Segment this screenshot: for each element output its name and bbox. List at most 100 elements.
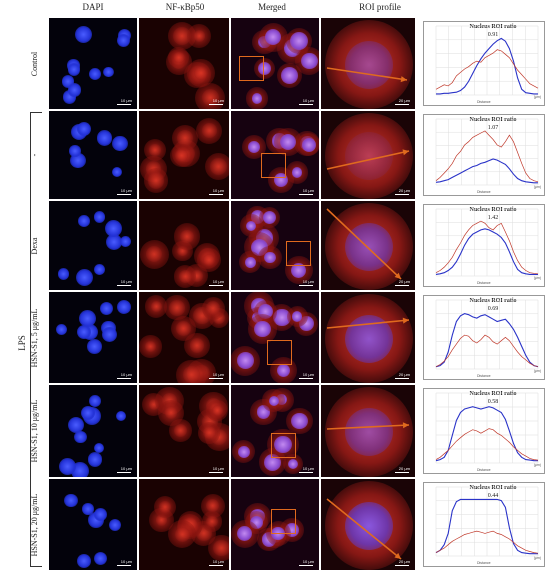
nucleus [272, 308, 291, 327]
scale-bar-label: 20 μm [398, 372, 410, 377]
nfkb-image: 10 μm [138, 200, 230, 291]
ratio-value: 0.58 [487, 399, 499, 405]
scale-bar-label: 20 μm [398, 98, 410, 103]
nucleus [101, 326, 117, 343]
scale-bar [209, 378, 223, 379]
nucleus [78, 215, 90, 227]
scale-bar-label: 10 μm [302, 188, 314, 193]
nucleus [76, 324, 91, 339]
nucleus [180, 230, 194, 244]
dapi-image: 10 μm [48, 200, 138, 291]
nucleus [193, 65, 208, 80]
scale-bar-label: 10 μm [120, 466, 132, 471]
nucleus [244, 256, 256, 268]
x-axis-unit: (μm) [533, 185, 541, 189]
nucleus [262, 210, 277, 224]
scale-bar [117, 104, 131, 105]
nucleus [291, 262, 307, 278]
ratio-value: 0.69 [487, 306, 499, 312]
nfkb-intensity-line [435, 49, 539, 90]
nucleus [155, 514, 168, 527]
nucleus [210, 157, 227, 175]
nfkb-image: 10 μm [138, 384, 230, 478]
nucleus [79, 309, 97, 327]
row-label: HSN-S1, 20 μg/mL [30, 493, 39, 556]
nfkb-image: 10 μm [138, 478, 230, 571]
nucleus [176, 321, 192, 337]
scale-bar [395, 378, 409, 379]
row-label: Control [30, 51, 39, 76]
scale-bar-label: 20 μm [398, 466, 410, 471]
scale-bar-label: 10 μm [120, 372, 132, 377]
profile-plot [435, 208, 539, 277]
nucleus [173, 51, 185, 64]
roi-profile-chart: Nucleus ROI ratio 0.44 Distance (μm) [423, 482, 545, 567]
x-axis-unit: (μm) [533, 556, 541, 560]
scale-bar [209, 565, 223, 566]
nucleus [206, 499, 220, 513]
row-label: HSN-S1, 5 μg/mL [30, 308, 39, 367]
nucleus [77, 554, 91, 568]
scale-bar [395, 285, 409, 286]
scale-bar-label: 20 μm [398, 279, 410, 284]
merged-image: 10 μm [230, 478, 320, 571]
nucleus [94, 263, 106, 275]
scale-bar [117, 472, 131, 473]
nucleus [173, 423, 188, 438]
scale-bar [117, 565, 131, 566]
nucleus [93, 442, 105, 454]
scale-bar-label: 20 μm [398, 559, 410, 564]
scale-bar [209, 285, 223, 286]
nfkb-intensity-line [435, 130, 539, 183]
nucleus [55, 324, 67, 336]
roi-nucleus [345, 501, 393, 550]
x-axis-unit: (μm) [533, 95, 541, 99]
scale-bar-label: 10 μm [120, 279, 132, 284]
scale-bar [209, 104, 223, 105]
nucleus [108, 518, 122, 532]
dapi-image: 10 μm [48, 17, 138, 110]
roi-nucleus [345, 408, 393, 456]
nucleus [251, 93, 263, 104]
lps-bracket-top [30, 112, 42, 113]
merged-image: 10 μm [230, 200, 320, 291]
nucleus [279, 134, 297, 151]
dapi-image: 10 μm [48, 478, 138, 571]
scale-bar [299, 194, 313, 195]
nucleus [150, 300, 162, 313]
ratio-value: 0.44 [487, 493, 499, 499]
roi-selection-box [286, 241, 311, 266]
arrow-line [326, 319, 410, 329]
nucleus [247, 141, 260, 153]
roi-profile-arrow [326, 498, 402, 560]
scale-bar [209, 472, 223, 473]
x-axis-label: Distance [477, 374, 491, 378]
nucleus [116, 411, 127, 422]
nucleus [67, 416, 84, 433]
scale-bar-label: 10 μm [120, 98, 132, 103]
roi-profile-chart: Nucleus ROI ratio 0.91 Distance (μm) [423, 21, 545, 106]
scale-bar-label: 10 μm [212, 279, 224, 284]
nucleus [177, 129, 194, 146]
nfkb-intensity-line [435, 428, 539, 461]
nucleus [112, 135, 128, 152]
scale-bar-label: 10 μm [120, 559, 132, 564]
nucleus [67, 83, 82, 97]
x-axis-label: Distance [477, 281, 491, 285]
nucleus [57, 268, 69, 280]
row-label: Dexa [30, 237, 39, 254]
nucleus [88, 452, 103, 467]
nucleus [268, 395, 279, 406]
arrow-line [326, 150, 410, 170]
scale-bar-label: 10 μm [212, 98, 224, 103]
nucleus [202, 123, 217, 138]
dapi-image: 10 μm [48, 110, 138, 200]
lps-bracket-bottom [30, 566, 42, 567]
dapi-intensity-line [435, 158, 538, 184]
row-label: - [30, 153, 39, 157]
nucleus [206, 301, 221, 316]
nucleus [169, 300, 185, 316]
scale-bar-label: 10 μm [302, 98, 314, 103]
scale-bar [299, 565, 313, 566]
nucleus [89, 394, 101, 407]
